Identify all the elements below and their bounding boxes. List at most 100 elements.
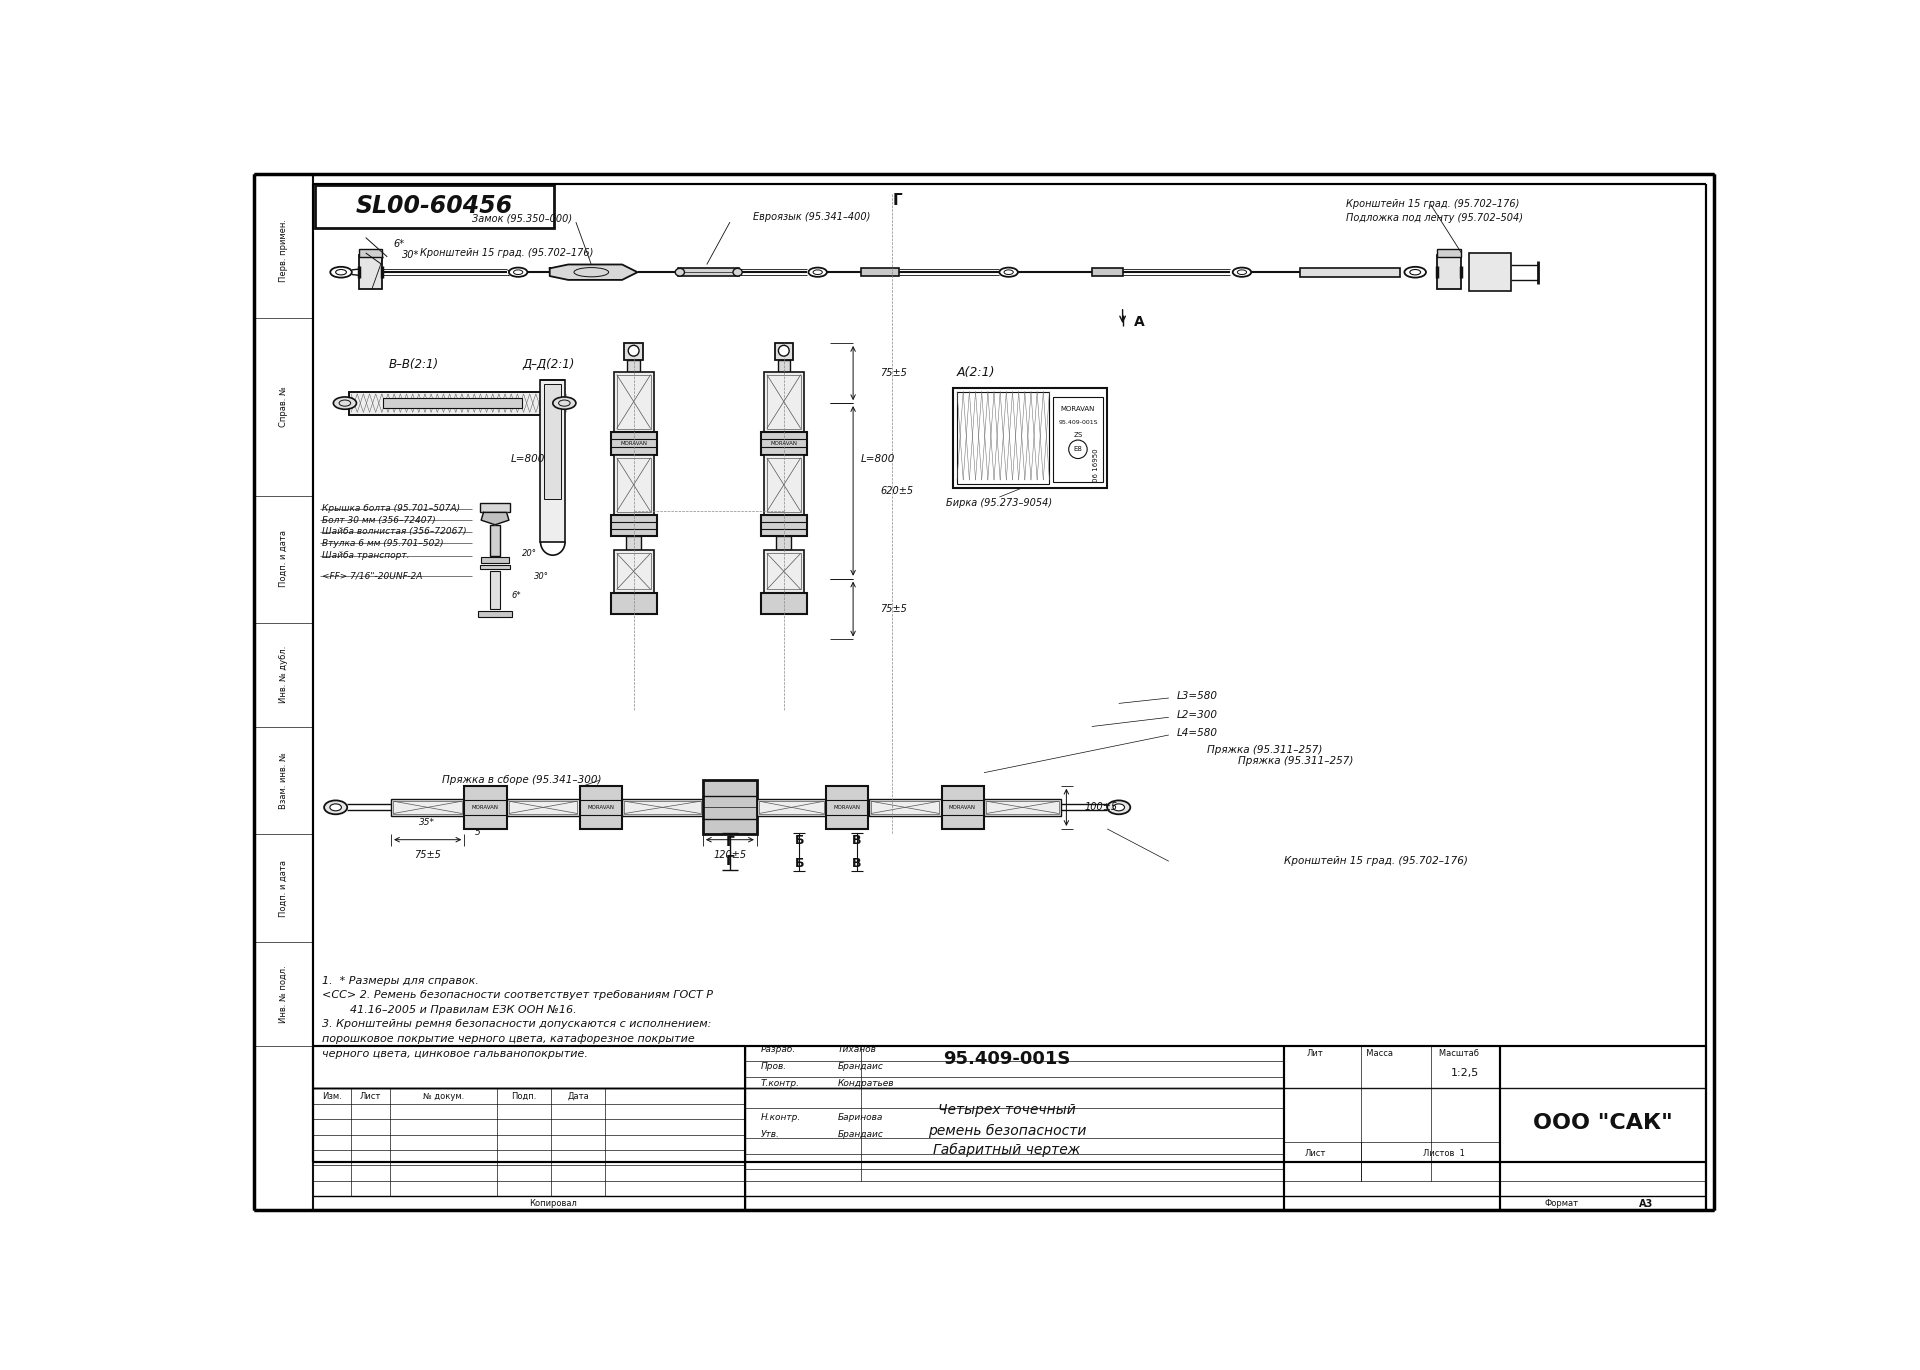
Text: 75±5: 75±5 [415, 851, 442, 860]
Bar [614, 371, 653, 432]
Text: 20°: 20° [522, 549, 538, 558]
Bar [349, 392, 564, 415]
Polygon shape [549, 264, 637, 279]
Bar [776, 536, 791, 551]
Bar [490, 571, 499, 610]
Bar [622, 799, 703, 815]
Bar [860, 269, 899, 275]
Text: 95.409-001S: 95.409-001S [943, 1051, 1071, 1069]
Text: 6*: 6* [513, 590, 522, 600]
Circle shape [628, 345, 639, 356]
Text: Брандаис: Брандаис [837, 1130, 883, 1138]
Text: Листов  1: Листов 1 [1423, 1149, 1465, 1159]
Text: Формат: Формат [1544, 1199, 1578, 1208]
Text: Брандаис: Брандаис [837, 1062, 883, 1071]
Bar [764, 371, 804, 432]
Ellipse shape [1000, 267, 1018, 277]
Bar [760, 432, 806, 455]
Bar [359, 255, 382, 289]
Text: Подложка под ленту (95.702–504): Подложка под ленту (95.702–504) [1346, 214, 1523, 223]
Bar [764, 455, 804, 515]
Text: Пров.: Пров. [760, 1062, 787, 1071]
Ellipse shape [330, 267, 351, 278]
Bar [987, 801, 1058, 814]
Text: 620±5: 620±5 [879, 486, 914, 496]
Text: <FF> 7/16"-20UNF-2А: <FF> 7/16"-20UNF-2А [323, 571, 422, 580]
Text: Бирка (95.273–9054): Бирка (95.273–9054) [947, 499, 1052, 508]
Ellipse shape [676, 269, 684, 275]
Bar [872, 801, 939, 814]
Text: Б: Б [795, 858, 804, 870]
Text: Н.контр.: Н.контр. [760, 1114, 801, 1122]
Bar [1300, 267, 1400, 277]
Bar [826, 786, 868, 829]
Bar [760, 592, 806, 614]
Bar [490, 525, 501, 556]
Bar [678, 269, 739, 275]
Ellipse shape [1409, 270, 1421, 275]
Bar [580, 786, 622, 829]
Ellipse shape [334, 397, 357, 410]
Bar [482, 558, 509, 563]
Bar [952, 388, 1108, 488]
Text: L3=580: L3=580 [1177, 690, 1217, 700]
Text: Масштаб: Масштаб [1430, 1049, 1478, 1058]
Text: L2=300: L2=300 [1177, 710, 1217, 721]
Bar [1469, 253, 1511, 292]
Bar [392, 799, 465, 815]
Text: Крышка болта (95.701–507А): Крышка болта (95.701–507А) [323, 504, 461, 514]
Text: Лист: Лист [359, 1092, 380, 1100]
Text: Кронштейн 15 град. (95.702–176): Кронштейн 15 град. (95.702–176) [1284, 856, 1469, 866]
Bar [760, 515, 806, 536]
Ellipse shape [559, 400, 570, 406]
Text: А3: А3 [1640, 1199, 1653, 1208]
Text: Г: Г [726, 855, 733, 869]
Ellipse shape [812, 270, 822, 274]
Ellipse shape [553, 397, 576, 410]
Text: 75±5: 75±5 [879, 369, 906, 378]
Bar [545, 384, 561, 499]
Text: SL00-60456: SL00-60456 [355, 195, 513, 218]
Bar [394, 801, 463, 814]
Ellipse shape [574, 267, 609, 277]
Bar [703, 781, 756, 834]
Text: 6*: 6* [394, 238, 405, 249]
Text: Тиханов: Тиханов [837, 1045, 877, 1055]
Text: Д–Д(2:1): Д–Д(2:1) [522, 358, 576, 371]
Text: Замок (95.350–000): Замок (95.350–000) [472, 214, 572, 223]
Bar [766, 374, 801, 429]
Text: 30°: 30° [534, 571, 549, 581]
Text: Евроязык (95.341–400): Евроязык (95.341–400) [753, 212, 870, 222]
Bar [616, 374, 651, 429]
Bar [507, 799, 580, 815]
Text: MORAVAN: MORAVAN [948, 804, 975, 810]
Text: Взам. инв. №: Взам. инв. № [278, 752, 288, 808]
Text: В–В(2:1): В–В(2:1) [390, 358, 440, 371]
Text: MORAVAN: MORAVAN [833, 804, 860, 810]
Polygon shape [482, 512, 509, 525]
Text: Пряжка (95.311–257): Пряжка (95.311–257) [1208, 745, 1323, 755]
Ellipse shape [324, 800, 348, 814]
Text: В: В [852, 858, 862, 870]
Ellipse shape [808, 267, 828, 277]
Text: L=800: L=800 [860, 455, 895, 464]
Text: MORAVAN: MORAVAN [588, 804, 614, 810]
Text: А(2:1): А(2:1) [956, 366, 996, 378]
Text: ZS: ZS [1073, 433, 1083, 438]
Text: Шайба транспорт.: Шайба транспорт. [323, 551, 409, 560]
Text: 35*: 35* [419, 818, 436, 827]
Text: <СС> 2. Ремень безопасности соответствует требованиям ГОСТ Р: <СС> 2. Ремень безопасности соответствуе… [323, 991, 712, 1000]
Text: E8: E8 [1073, 447, 1083, 452]
Text: Лист: Лист [1304, 1149, 1327, 1159]
Text: Справ. №: Справ. № [278, 386, 288, 427]
Ellipse shape [513, 270, 522, 274]
Text: MORAVAN: MORAVAN [770, 441, 797, 445]
Bar [758, 801, 824, 814]
Ellipse shape [509, 267, 528, 277]
Ellipse shape [1004, 270, 1014, 274]
Bar [624, 342, 643, 360]
Text: Г: Г [893, 193, 902, 208]
Bar [626, 536, 641, 551]
Text: 30*: 30* [401, 251, 419, 260]
Text: Перв. примен.: Перв. примен. [278, 219, 288, 282]
